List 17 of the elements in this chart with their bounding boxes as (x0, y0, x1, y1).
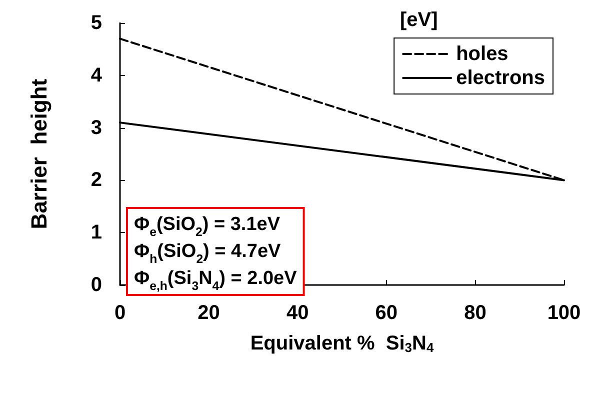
x-tick-label: 20 (198, 302, 220, 324)
y-tick-label: 2 (90, 169, 102, 192)
annotation: [eV] (400, 9, 438, 31)
legend-label: electrons (456, 67, 546, 89)
x-tick-label: 0 (114, 302, 126, 324)
x-tick-label: 80 (464, 302, 486, 324)
legend-label: holes (456, 43, 508, 65)
y-tick-label: 3 (90, 116, 102, 139)
x-tick-label: 60 (375, 302, 398, 324)
x-tick-label: 40 (286, 302, 309, 324)
y-tick-label: 4 (90, 64, 103, 86)
y-tick-label: 0 (90, 274, 102, 296)
y-axis-title: Barrier height (26, 78, 52, 230)
x-tick-label: 100 (547, 302, 581, 324)
x-axis-title: Equivalent % Si3N4 (250, 332, 434, 355)
y-tick-label: 5 (90, 12, 102, 34)
y-tick-label: 1 (90, 222, 102, 244)
